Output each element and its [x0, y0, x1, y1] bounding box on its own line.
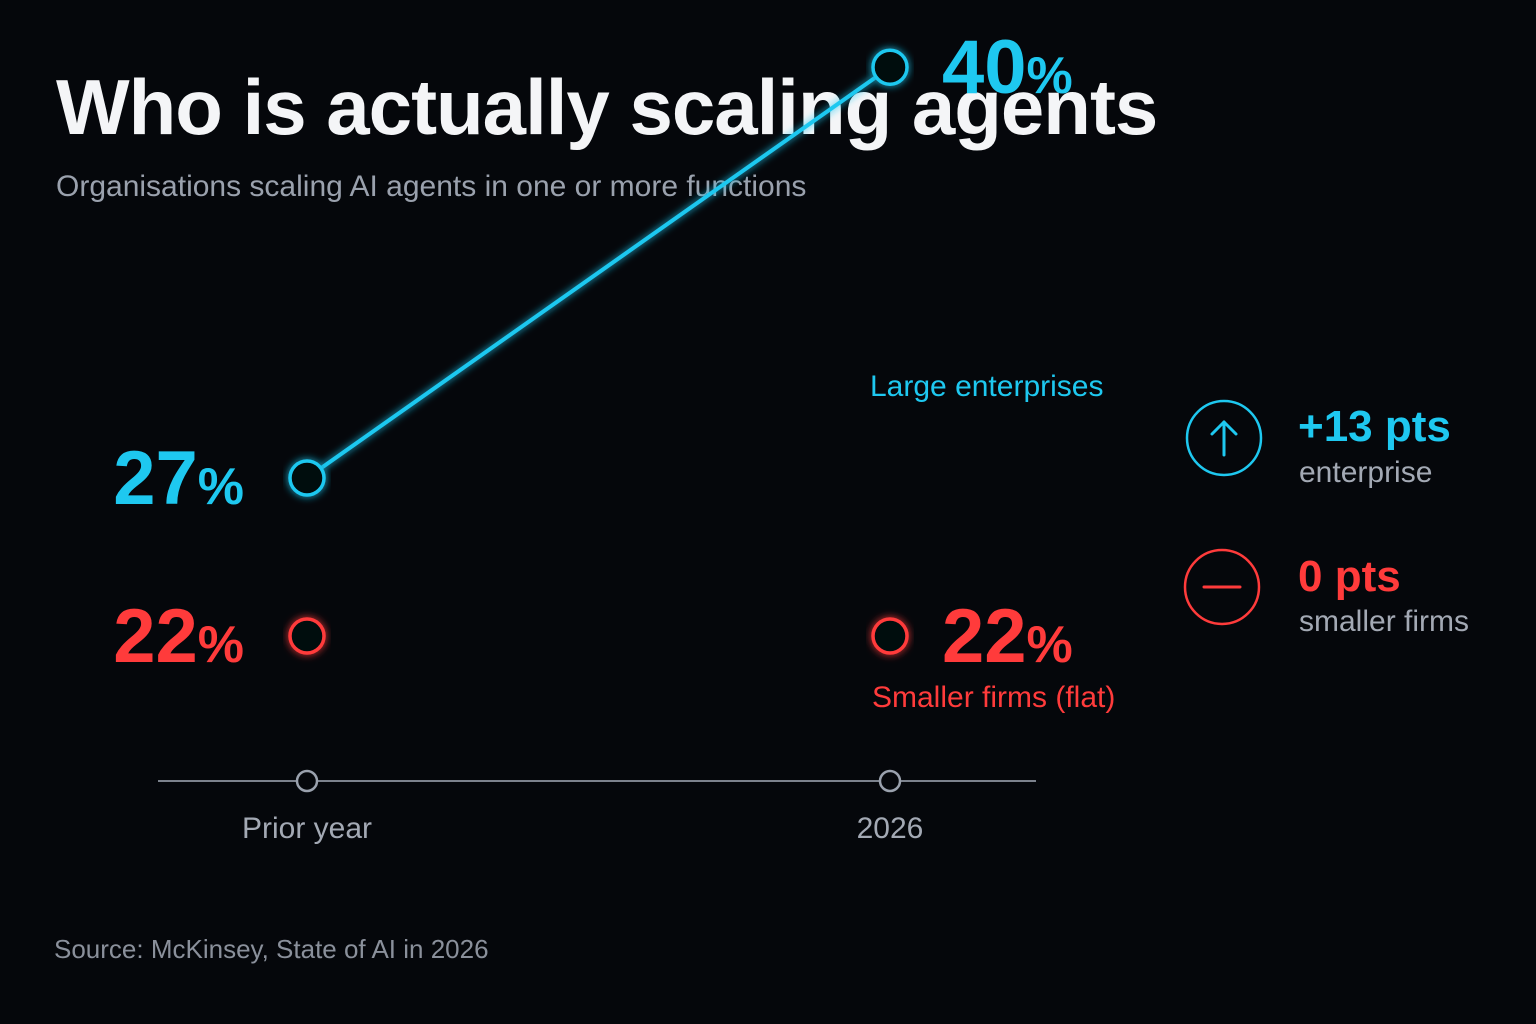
minus-icon: [1183, 548, 1261, 626]
smaller-firms-value-label-prior: 22%: [113, 594, 244, 679]
x-axis-tick-marker: [295, 769, 319, 793]
source-note: Source: McKinsey, State of AI in 2026: [54, 934, 489, 964]
smaller-firms-value-label-2026: 22%: [942, 594, 1073, 679]
enterprise-series-label: Large enterprises: [870, 370, 1103, 403]
enterprise-value-label-2026: 40%: [942, 25, 1073, 110]
chart-subtitle: Organisations scaling AI agents in one o…: [56, 170, 807, 203]
smaller-change-label: smaller firms: [1299, 605, 1469, 638]
enterprise-value-label-prior: 27%: [113, 436, 244, 521]
x-tick-label: 2026: [857, 812, 924, 845]
smaller-firms-series-label: Smaller firms (flat): [872, 681, 1115, 714]
smaller-change-value: 0 pts: [1298, 552, 1401, 601]
chart-title: Who is actually scaling agents: [56, 63, 1158, 151]
smaller-firms-point-2026: [871, 617, 909, 655]
x-axis-tick-marker: [878, 769, 902, 793]
enterprise-point-prior: [288, 459, 326, 497]
enterprise-point-2026: [871, 48, 909, 86]
enterprise-series-line: [319, 75, 878, 470]
x-tick-label: Prior year: [242, 812, 372, 845]
enterprise-change-value: +13 pts: [1298, 402, 1451, 451]
smaller-firms-point-prior: [288, 617, 326, 655]
arrow-up-icon: [1185, 399, 1263, 477]
enterprise-change-label: enterprise: [1299, 456, 1433, 489]
